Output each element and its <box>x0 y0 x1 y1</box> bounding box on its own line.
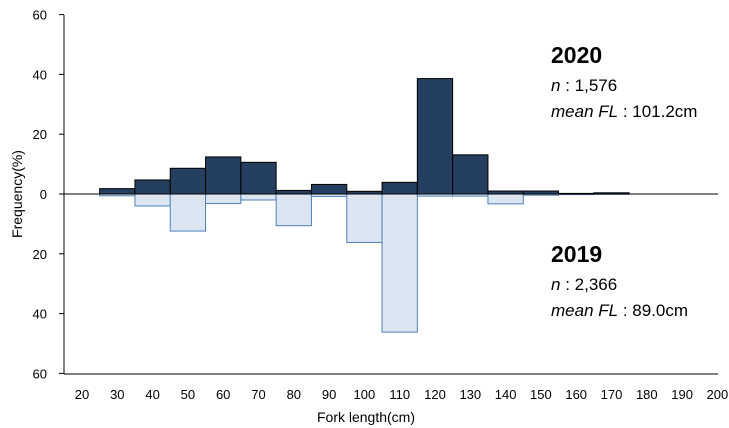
x-axis-ticks: 20 30 40 50 60 70 80 90 100 110 120 130 140 150 160 170… <box>75 387 728 402</box>
bar-2020-40 <box>134 179 171 195</box>
bars-layer <box>99 78 630 333</box>
x-tick-label: 190 <box>671 387 693 402</box>
y-tick-label: 20 <box>33 127 47 142</box>
annotation-n-2019: n : 2,366 <box>551 275 617 294</box>
x-tick-label: 20 <box>75 387 89 402</box>
x-tick-label: 50 <box>181 387 195 402</box>
y-tick-label: 60 <box>33 366 47 381</box>
x-axis-title: Fork length(cm) <box>317 409 415 425</box>
x-tick-label: 140 <box>495 387 517 402</box>
x-tick-label: 150 <box>530 387 552 402</box>
bar-2020-120 <box>416 78 454 195</box>
y-axis-title: Frequency(%) <box>9 150 25 238</box>
annotation-mean-2020: mean FL : 101.2cm <box>551 102 697 121</box>
annotation-mean-label: mean FL <box>551 102 618 121</box>
x-tick-label: 200 <box>707 387 729 402</box>
x-tick-label: 60 <box>216 387 230 402</box>
annotation-year-2020: 2020 <box>551 42 602 68</box>
y-tick-label: 60 <box>33 8 47 23</box>
annotation-year-2019: 2019 <box>551 241 602 267</box>
x-tick-label: 70 <box>251 387 265 402</box>
bar-2020-50 <box>169 167 207 195</box>
bar-2020-110 <box>381 181 418 195</box>
y-tick-label: 40 <box>33 307 47 322</box>
y-tick-label: 20 <box>33 247 47 262</box>
annotation-n-label: n <box>551 76 560 95</box>
x-tick-label: 90 <box>322 387 336 402</box>
annotation-2020: 2020 n : 1,576 mean FL : 101.2cm <box>551 42 697 121</box>
bar-2019-40 <box>134 193 171 207</box>
bar-2019-140 <box>487 193 524 205</box>
x-tick-label: 120 <box>424 387 446 402</box>
bar-2019-60 <box>205 193 242 205</box>
x-tick-label: 110 <box>389 387 410 402</box>
annotation-mean-value: : 89.0cm <box>618 301 688 320</box>
annotation-n-2020: n : 1,576 <box>551 76 617 95</box>
bar-2019-50 <box>169 193 207 232</box>
bar-2019-100 <box>346 193 383 243</box>
y-tick-label: 40 <box>33 67 47 82</box>
annotation-2019: 2019 n : 2,366 mean FL : 89.0cm <box>551 241 688 320</box>
bar-2019-110 <box>381 193 418 333</box>
bar-2020-30 <box>99 188 136 195</box>
x-tick-label: 130 <box>459 387 481 402</box>
annotation-mean-label: mean FL <box>551 301 618 320</box>
bar-2020-130 <box>452 154 489 195</box>
y-axis-ticks: 60 40 20 0 20 40 60 <box>33 8 64 381</box>
x-tick-label: 40 <box>145 387 159 402</box>
x-tick-label: 80 <box>287 387 301 402</box>
bar-2020-70 <box>240 161 277 195</box>
x-tick-label: 170 <box>601 387 623 402</box>
bar-2020-90 <box>310 183 348 195</box>
y-tick-label: 0 <box>40 187 47 202</box>
x-tick-label: 30 <box>110 387 124 402</box>
annotation-n-value: : 2,366 <box>560 275 617 294</box>
bar-2019-80 <box>275 193 312 227</box>
x-tick-label: 180 <box>636 387 658 402</box>
x-tick-label: 160 <box>565 387 587 402</box>
annotation-mean-value: : 101.2cm <box>618 102 697 121</box>
bar-2020-60 <box>205 156 242 195</box>
annotation-mean-2019: mean FL : 89.0cm <box>551 301 688 320</box>
bar-2019-70 <box>240 193 277 201</box>
x-tick-label: 100 <box>354 387 376 402</box>
annotation-n-value: : 1,576 <box>560 76 617 95</box>
bar-2020-80 <box>275 189 312 195</box>
annotation-n-label: n <box>551 275 560 294</box>
